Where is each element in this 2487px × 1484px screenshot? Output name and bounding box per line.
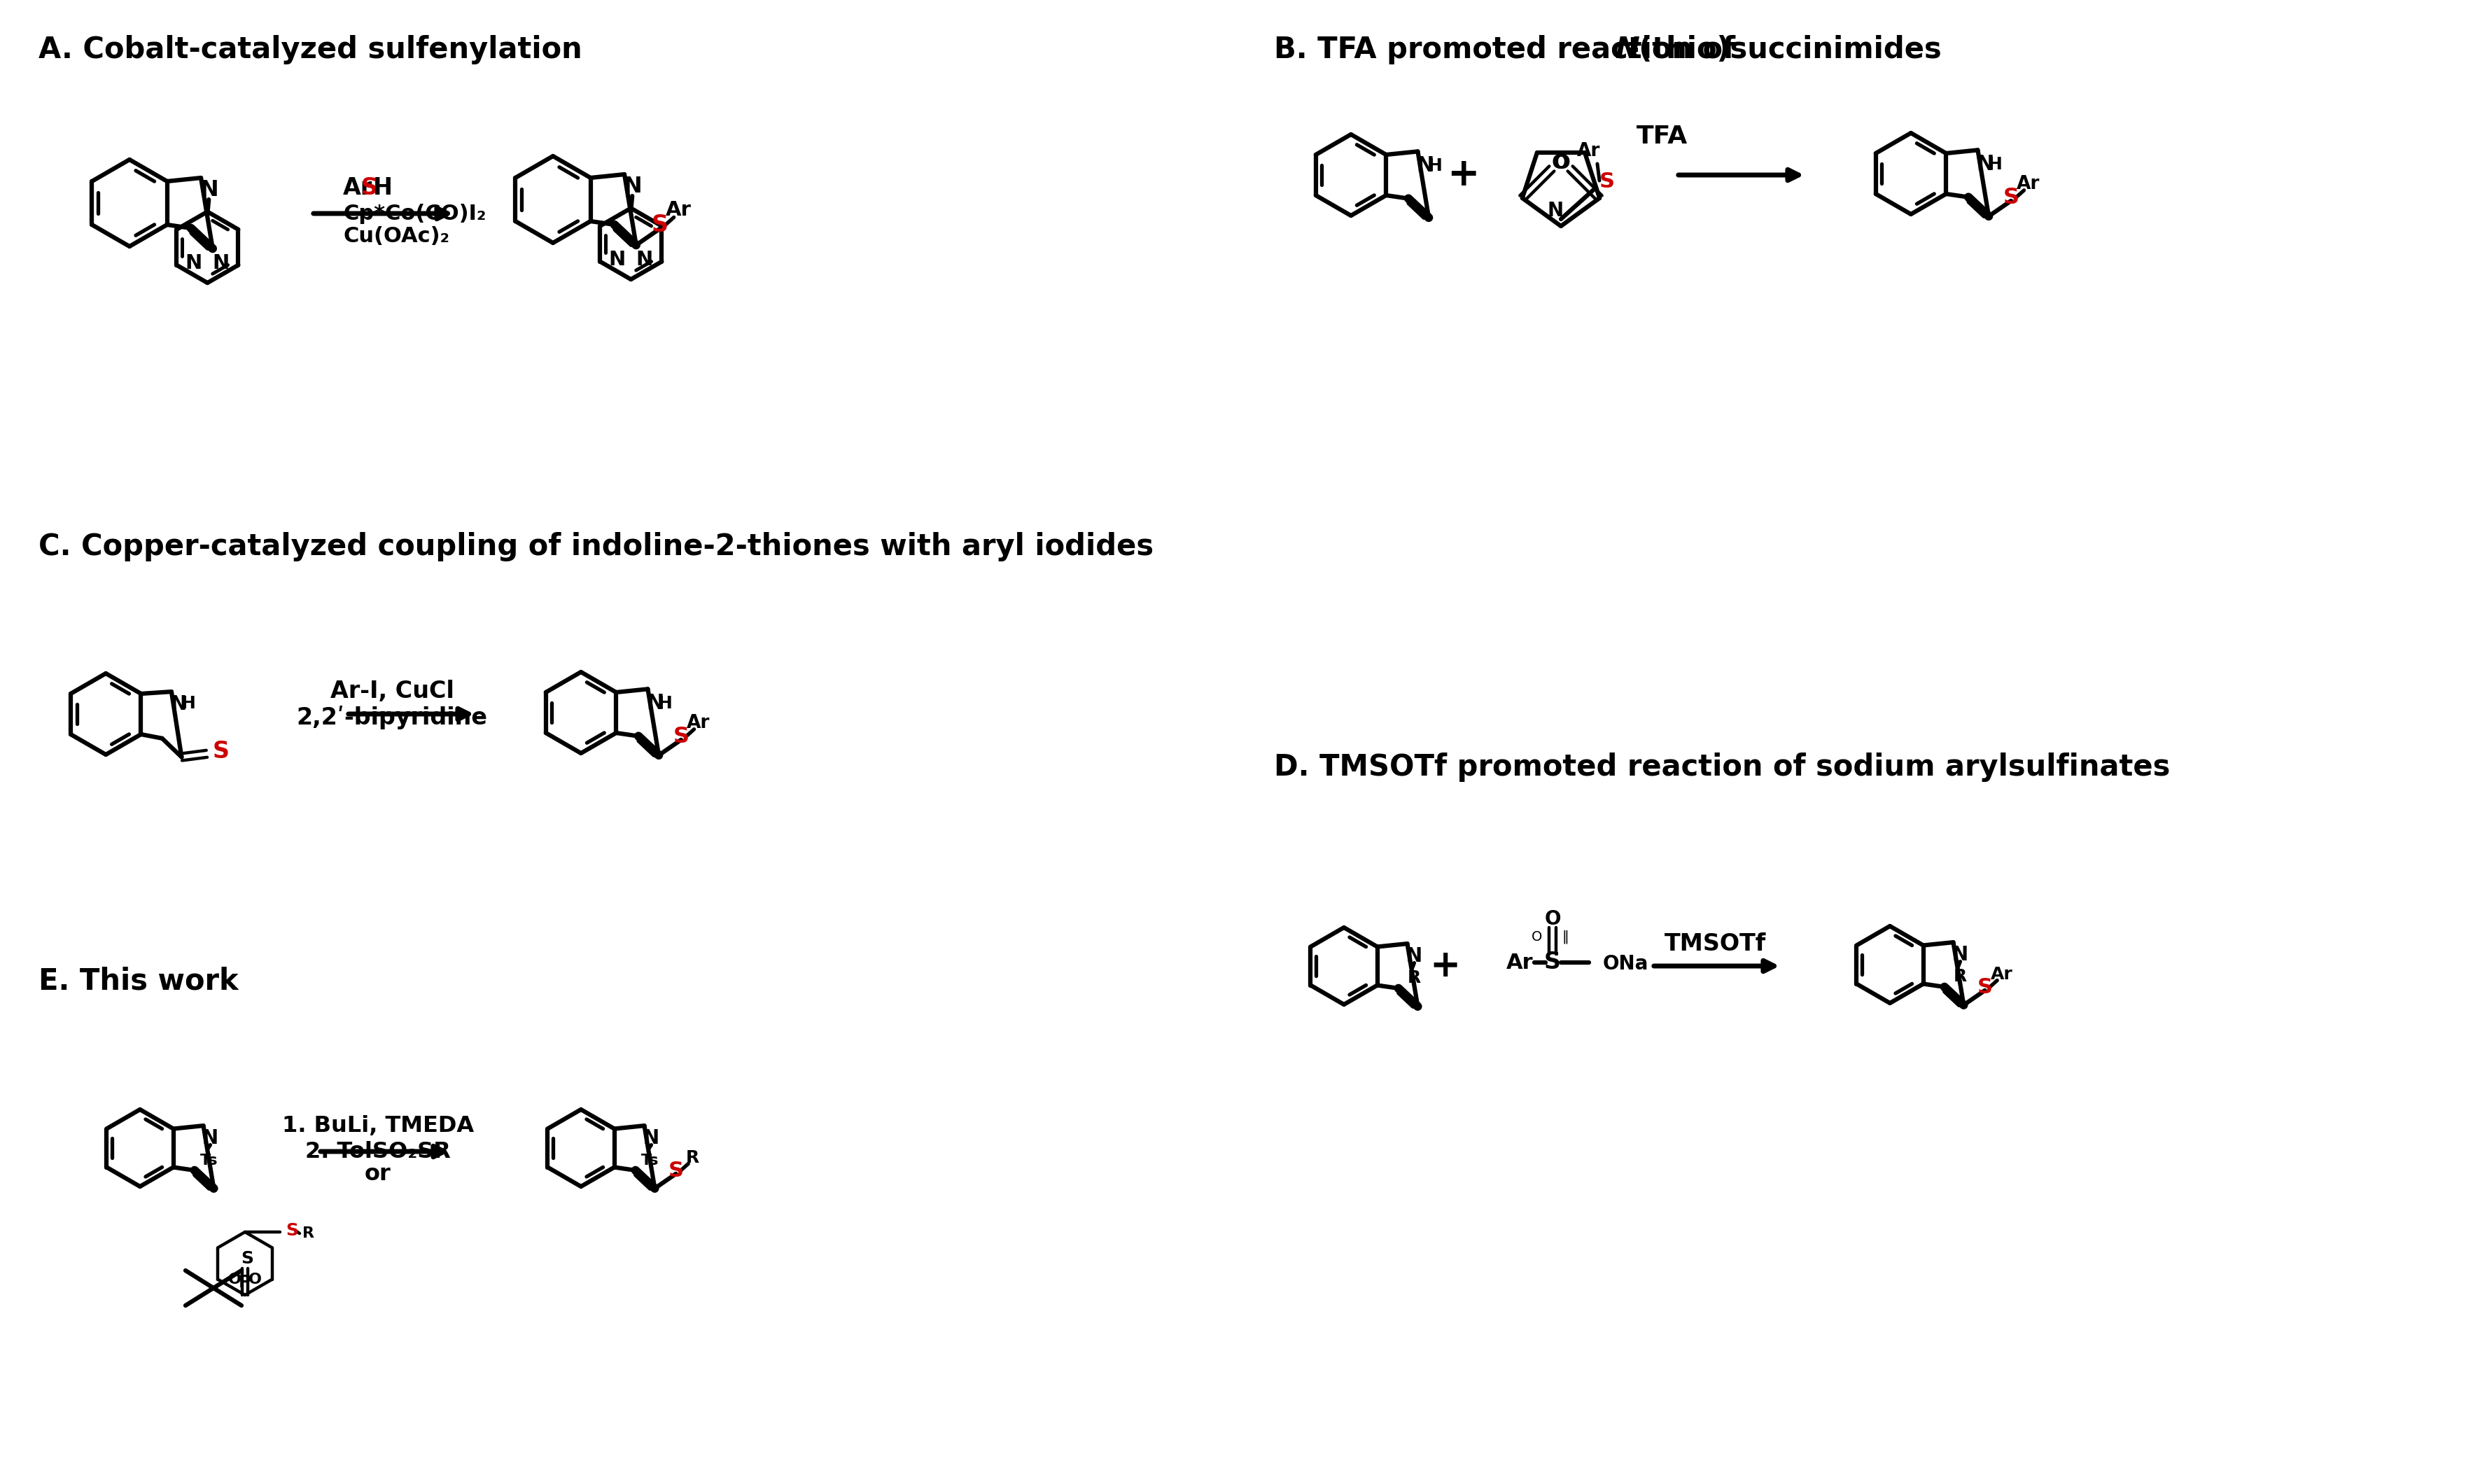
Text: N: N xyxy=(609,249,627,269)
Text: S: S xyxy=(674,726,689,748)
Text: +: + xyxy=(1430,948,1460,984)
Text: Ar: Ar xyxy=(1507,953,1532,972)
Text: Ts: Ts xyxy=(201,1153,219,1168)
Text: N: N xyxy=(199,180,219,200)
Text: 1. BuLi, TMEDA: 1. BuLi, TMEDA xyxy=(281,1114,475,1137)
Text: N: N xyxy=(187,254,201,273)
Text: N: N xyxy=(211,254,229,273)
Text: -(thio)succinimides: -(thio)succinimides xyxy=(1626,36,1942,64)
Text: N: N xyxy=(1547,200,1564,221)
Text: Ar: Ar xyxy=(686,714,711,732)
Text: O: O xyxy=(1552,153,1569,172)
Text: N: N xyxy=(172,695,187,714)
Text: Ar: Ar xyxy=(667,200,691,220)
Text: S: S xyxy=(652,214,669,236)
Text: N: N xyxy=(1614,36,1639,64)
Text: N: N xyxy=(637,249,654,269)
Text: N: N xyxy=(622,175,642,197)
Text: E. This work: E. This work xyxy=(37,966,239,996)
Text: O: O xyxy=(1544,910,1562,929)
Text: N: N xyxy=(1405,947,1423,966)
Text: TMSOTf: TMSOTf xyxy=(1664,932,1766,956)
Text: R: R xyxy=(1952,968,1967,984)
Text: Ar-I, CuCl: Ar-I, CuCl xyxy=(331,680,455,703)
Text: Cu(OAc)₂: Cu(OAc)₂ xyxy=(343,227,450,246)
Text: 2. TolSO₂SR: 2. TolSO₂SR xyxy=(306,1141,450,1162)
Text: H: H xyxy=(373,177,393,199)
Text: O: O xyxy=(229,1272,241,1287)
Text: N: N xyxy=(1415,156,1435,175)
Text: 2,2ʹ-bipyridine: 2,2ʹ-bipyridine xyxy=(296,705,487,730)
Text: C. Copper-catalyzed coupling of indoline-2-thiones with aryl iodides: C. Copper-catalyzed coupling of indoline… xyxy=(37,531,1154,561)
Text: O: O xyxy=(1532,930,1542,944)
Text: TFA: TFA xyxy=(1636,125,1689,148)
Text: R: R xyxy=(1408,969,1420,985)
Text: H: H xyxy=(182,696,196,712)
Text: ‖: ‖ xyxy=(1562,930,1569,944)
Text: H: H xyxy=(1987,156,2002,172)
Text: Ar: Ar xyxy=(1990,966,2012,982)
Text: ONa: ONa xyxy=(1604,954,1649,974)
Text: S: S xyxy=(1599,172,1614,191)
Text: Ts: Ts xyxy=(642,1153,659,1168)
Text: N: N xyxy=(644,1128,659,1147)
Text: N: N xyxy=(1952,945,1967,965)
Text: Ar: Ar xyxy=(1577,142,1602,160)
Text: S: S xyxy=(361,177,378,199)
Text: N: N xyxy=(201,1128,219,1147)
Text: O: O xyxy=(249,1272,261,1287)
Text: S: S xyxy=(2002,187,2019,208)
Text: R: R xyxy=(303,1226,313,1241)
Text: S: S xyxy=(214,741,229,763)
Text: R: R xyxy=(686,1149,699,1166)
Text: H: H xyxy=(1428,157,1442,174)
Text: S: S xyxy=(241,1250,254,1267)
Text: S: S xyxy=(1977,976,1992,997)
Text: D. TMSOTf promoted reaction of sodium arylsulfinates: D. TMSOTf promoted reaction of sodium ar… xyxy=(1273,752,2171,782)
Text: B. TFA promoted reaction of: B. TFA promoted reaction of xyxy=(1273,36,1746,64)
Text: Ar: Ar xyxy=(2017,175,2039,193)
Text: Ar: Ar xyxy=(343,177,373,199)
Text: O: O xyxy=(1552,153,1569,172)
Text: P: P xyxy=(239,1273,251,1291)
Text: N: N xyxy=(647,693,664,714)
Text: S: S xyxy=(1544,951,1562,974)
Text: H: H xyxy=(657,695,671,712)
Text: N: N xyxy=(1977,154,1995,175)
Text: S: S xyxy=(669,1160,684,1181)
Text: A. Cobalt-catalyzed sulfenylation: A. Cobalt-catalyzed sulfenylation xyxy=(37,36,582,64)
Text: or: or xyxy=(366,1163,390,1186)
Text: +: + xyxy=(1447,156,1480,194)
Text: S: S xyxy=(286,1223,298,1239)
Text: Cp*Co(CO)I₂: Cp*Co(CO)I₂ xyxy=(343,203,485,224)
